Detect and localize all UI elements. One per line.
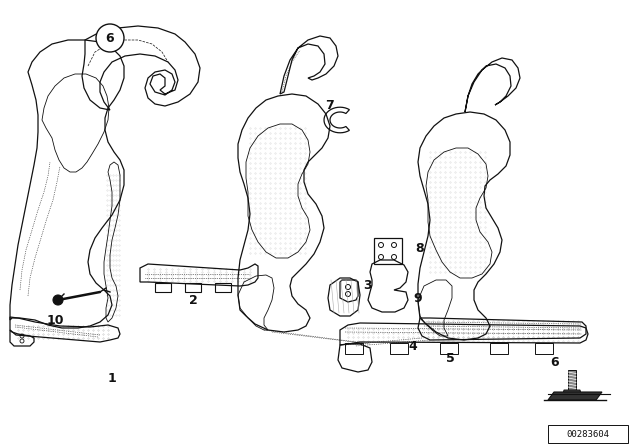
Text: 7: 7 — [326, 99, 334, 112]
Circle shape — [53, 295, 63, 305]
Text: 6: 6 — [106, 31, 115, 44]
Text: 5: 5 — [445, 352, 454, 365]
Text: 6: 6 — [550, 356, 559, 369]
Text: 3: 3 — [364, 279, 372, 292]
Text: 1: 1 — [108, 371, 116, 384]
Circle shape — [96, 24, 124, 52]
Text: 00283604: 00283604 — [566, 430, 609, 439]
Text: 9: 9 — [413, 292, 422, 305]
Text: 8: 8 — [416, 241, 424, 254]
Polygon shape — [562, 390, 582, 398]
Text: 10: 10 — [46, 314, 64, 327]
Polygon shape — [568, 370, 576, 390]
Polygon shape — [548, 392, 602, 400]
Text: 2: 2 — [189, 293, 197, 306]
Text: 4: 4 — [408, 340, 417, 353]
